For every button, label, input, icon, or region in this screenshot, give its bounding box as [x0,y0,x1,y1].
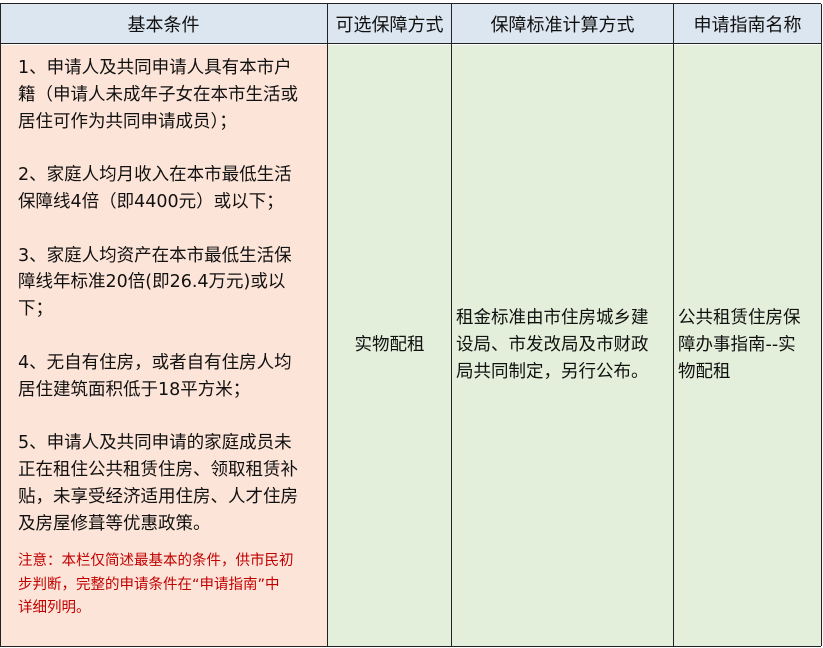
condition-line: 3、家庭人均资产在本市最低生活保 [18,245,292,266]
method-cell: 实物配租 [328,45,451,646]
method-text: 实物配租 [354,335,425,356]
standard-line: 设局、市发改局及市财政 [456,335,649,356]
conditions-note: 注意：本栏仅简述最基本的条件，供市民初 步判断，完整的申请条件在“申请指南”中 详细… [18,550,327,621]
condition-line: 5、申请人及共同申请的家庭成员未 [18,433,292,454]
condition-line [18,135,327,162]
condition-line: 居住可作为共同申请成员）； [18,111,237,132]
standard-text: 租金标准由市住房城乡建 设局、市发改局及市财政 局共同制定，另行公布。 [456,305,649,385]
guide-text: 公共租赁住房保 障办事指南--实 物配租 [678,305,801,385]
condition-line: 贴，未享受经济适用住房、人才住房 [18,486,298,507]
conditions-text: 1、申请人及共同申请人具有本市户 籍（申请人未成年子女在本市生活或 居住可作为共同申… [18,55,327,537]
header-standard-calculation: 保障标准计算方式 [452,4,673,44]
condition-line: 下； [18,299,53,320]
grid-line [673,4,674,646]
condition-line: 保障线4倍（即4400元）或以下； [18,191,284,212]
standard-cell: 租金标准由市住房城乡建 设局、市发改局及市财政 局共同制定，另行公布。 [452,45,673,646]
condition-line [18,403,327,430]
grid-line [327,4,328,646]
policy-table: 基本条件 可选保障方式 保障标准计算方式 申请指南名称 1、申请人及共同申请人具… [0,3,822,647]
note-line: 注意：本栏仅简述最基本的条件，供市民初 [18,553,294,570]
note-line: 步判断，完整的申请条件在“申请指南”中 [18,576,280,593]
condition-line: 及房屋修葺等优惠政策。 [18,513,211,534]
condition-line: 籍（申请人未成年子女在本市生活或 [18,84,298,105]
guide-cell: 公共租赁住房保 障办事指南--实 物配租 [674,45,821,646]
grid-line [451,4,452,646]
condition-line [18,323,327,350]
condition-line: 居住建筑面积低于18平方米； [18,379,251,400]
header-basic-conditions: 基本条件 [0,4,327,44]
header-optional-method: 可选保障方式 [328,4,451,44]
condition-line: 障线年标准20倍(即26.4万元)或以 [18,272,286,293]
standard-line: 局共同制定，另行公布。 [456,361,649,382]
note-line: 详细列明。 [18,600,91,617]
header-guide-name: 申请指南名称 [674,4,821,44]
guide-line: 公共租赁住房保 [678,308,801,329]
standard-line: 租金标准由市住房城乡建 [456,308,649,329]
grid-line [0,4,1,646]
condition-line: 4、无自有住房，或者自有住房人均 [18,352,292,373]
guide-line: 障办事指南--实 [678,335,796,356]
grid-line [821,4,822,646]
condition-line: 2、家庭人均月收入在本市最低生活 [18,165,292,186]
condition-line: 1、申请人及共同申请人具有本市户 [18,58,292,78]
condition-line: 正在租住公共租赁住房、领取租赁补 [18,459,298,480]
condition-line [18,216,327,243]
conditions-cell: 1、申请人及共同申请人具有本市户 籍（申请人未成年子女在本市生活或 居住可作为共同申… [0,45,327,646]
guide-line: 物配租 [678,361,731,382]
